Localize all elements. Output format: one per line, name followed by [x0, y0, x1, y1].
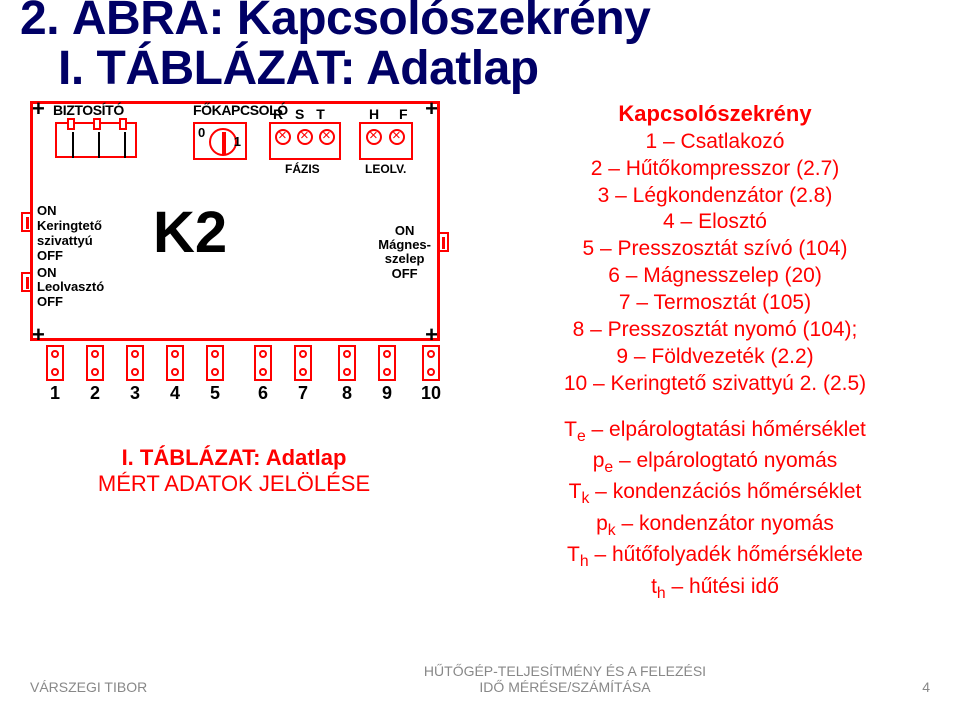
content-columns: + + + + BIZTOSÍTÓ FŐKAPCSOLÓ 0 1 R S T: [20, 101, 940, 604]
toggle-switch-icon: [19, 212, 35, 242]
keringteto-label: Keringtető: [37, 219, 104, 234]
phase-sublabel: FÁZIS: [285, 162, 320, 176]
legend-item: 10 – Keringtető szivattyú 2. (2.5): [490, 371, 940, 398]
switch-0-label: 0: [198, 125, 205, 140]
symbols-block: Te – elpárologtatási hőmérséklet pe – el…: [490, 416, 940, 605]
schematic-column: + + + + BIZTOSÍTÓ FŐKAPCSOLÓ 0 1 R S T: [20, 101, 460, 604]
corner-plus-icon: +: [425, 96, 438, 122]
fuse-label: BIZTOSÍTÓ: [53, 102, 124, 118]
symbol-line: pk – kondenzátor nyomás: [490, 510, 940, 541]
symbol-line: pe – elpárologtató nyomás: [490, 447, 940, 478]
terminal: 5: [200, 345, 230, 387]
on-label: ON: [37, 266, 104, 281]
legend-item: 3 – Légkondenzátor (2.8): [490, 183, 940, 210]
footer-title: HŰTŐGÉP-TELJESÍTMÉNY ÉS A FELEZÉSI IDŐ M…: [230, 663, 900, 695]
legend-item: 7 – Termosztát (105): [490, 290, 940, 317]
leolv-lights-icon: [359, 122, 413, 160]
terminal: 6: [248, 345, 278, 387]
phase-lights-icon: [269, 122, 341, 160]
legend-list: 1 – Csatlakozó2 – Hűtőkompresszor (2.7)3…: [490, 129, 940, 398]
legend-item: 2 – Hűtőkompresszor (2.7): [490, 156, 940, 183]
legend-item: 9 – Földvezeték (2.2): [490, 344, 940, 371]
k2-label: K2: [153, 199, 227, 266]
toggle-switch-icon: [435, 232, 451, 262]
footer-author: VÁRSZEGI TIBOR: [30, 679, 230, 695]
toggle-switch-icon: [19, 272, 35, 302]
terminal: 9: [372, 345, 402, 387]
caption-bold: I. TÁBLÁZAT: Adatlap: [122, 445, 347, 470]
symbol-line: th – hűtési idő: [490, 573, 940, 604]
legend-item: 1 – Csatlakozó: [490, 129, 940, 156]
page-root: 2. ÁBRA: Kapcsolószekrény I. TÁBLÁZAT: A…: [0, 0, 960, 705]
schematic-caption: I. TÁBLÁZAT: Adatlap MÉRT ADATOK JELÖLÉS…: [44, 445, 424, 498]
magneszelep-labels: ON Mágnes- szelep OFF: [378, 224, 431, 281]
off-label: OFF: [378, 267, 431, 281]
symbol-line: Th – hűtőfolyadék hőmérséklete: [490, 541, 940, 572]
schematic-panel: + + + + BIZTOSÍTÓ FŐKAPCSOLÓ 0 1 R S T: [30, 101, 440, 341]
legend-item: 6 – Mágnesszelep (20): [490, 263, 940, 290]
terminal: 1: [40, 345, 70, 387]
symbol-line: Tk – kondenzációs hőmérséklet: [490, 478, 940, 509]
title-block: 2. ÁBRA: Kapcsolószekrény I. TÁBLÁZAT: A…: [20, 0, 940, 95]
corner-plus-icon: +: [32, 96, 45, 122]
terminal: 10: [416, 345, 446, 387]
leolv-sublabel: LEOLV.: [365, 162, 406, 176]
phase-letters: R S T: [273, 106, 329, 122]
leolvaszto-label: Leolvasztó: [37, 280, 104, 295]
on-label: ON: [378, 224, 431, 238]
terminal: 8: [332, 345, 362, 387]
terminal: 3: [120, 345, 150, 387]
legend-column: Kapcsolószekrény 1 – Csatlakozó2 – Hűtők…: [460, 101, 940, 604]
legend-item: 4 – Elosztó: [490, 209, 940, 236]
caption-rest: MÉRT ADATOK JELÖLÉSE: [98, 471, 370, 496]
off-label: OFF: [37, 249, 104, 264]
title-line-2: I. TÁBLÁZAT: Adatlap: [20, 44, 940, 94]
footer: VÁRSZEGI TIBOR HŰTŐGÉP-TELJESÍTMÉNY ÉS A…: [0, 663, 960, 695]
terminal: 2: [80, 345, 110, 387]
fuse-block-icon: [55, 122, 137, 158]
legend-title: Kapcsolószekrény: [490, 101, 940, 127]
legend-item: 5 – Presszosztát szívó (104): [490, 236, 940, 263]
symbol-line: Te – elpárologtatási hőmérséklet: [490, 416, 940, 447]
on-label: ON: [37, 204, 104, 219]
legend-item: 8 – Presszosztát nyomó (104);: [490, 317, 940, 344]
szivattyu-label: szivattyú: [37, 234, 104, 249]
terminal: 4: [160, 345, 190, 387]
leolv-letters: H F: [369, 106, 416, 122]
off-label: OFF: [37, 295, 104, 310]
terminal: 7: [288, 345, 318, 387]
left-switch-labels: ON Keringtető szivattyú OFF ON Leolvaszt…: [37, 204, 104, 313]
title-line-1: 2. ÁBRA: Kapcsolószekrény: [20, 0, 940, 44]
main-switch-icon: 0 1: [193, 122, 247, 160]
szelep-label: szelep: [378, 252, 431, 266]
footer-page: 4: [900, 679, 930, 695]
magnes-label: Mágnes-: [378, 238, 431, 252]
terminal-row: 12345678910: [30, 345, 440, 415]
switch-1-label: 1: [234, 134, 241, 149]
